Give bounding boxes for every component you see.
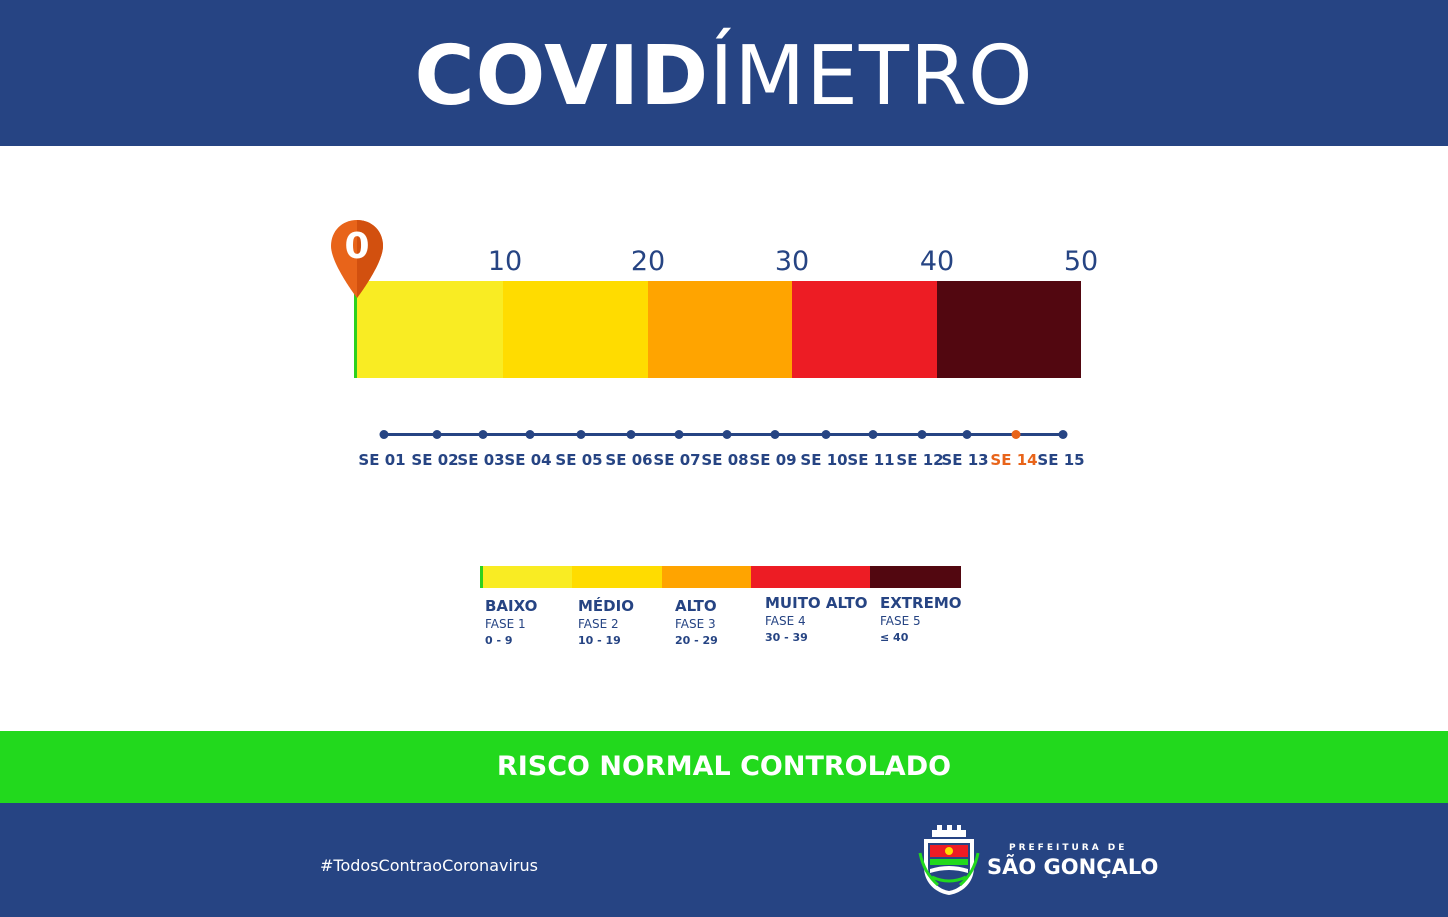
risk-meter: 10 20 30 40 50 0 SE 01 SE 02 SE 03 SE 04 SE … <box>331 220 1099 647</box>
week-label: SE 04 <box>504 451 552 469</box>
scale-label-10: 10 <box>487 246 523 277</box>
week-label: SE 03 <box>457 451 505 469</box>
legend-range: 30 - 39 <box>765 631 808 644</box>
location-pin-icon <box>331 220 383 298</box>
timeline-dot <box>770 430 780 439</box>
week-label: SE 15 <box>1037 451 1085 469</box>
timeline-dot <box>1058 430 1068 439</box>
week-label: SE 09 <box>749 451 797 469</box>
meter-segment-baixo <box>357 281 503 378</box>
legend-phase: FASE 1 <box>485 617 526 631</box>
legend-name: MÉDIO <box>578 597 634 615</box>
timeline-dot <box>962 430 972 439</box>
legend-phase: FASE 4 <box>765 614 806 628</box>
title-light: ÍMETRO <box>709 29 1034 124</box>
week-label: SE 05 <box>555 451 603 469</box>
current-value: 0 <box>344 226 370 267</box>
legend-item-alto: ALTO FASE 3 20 - 29 <box>675 597 718 649</box>
scale-label-50: 50 <box>1063 246 1099 277</box>
legend-item-baixo: BAIXO FASE 1 0 - 9 <box>485 597 537 649</box>
week-label: SE 11 <box>847 451 895 469</box>
week-label: SE 10 <box>800 451 848 469</box>
timeline-dot <box>525 430 535 439</box>
timeline-dot <box>379 430 389 439</box>
week-label-current: SE 14 <box>990 451 1038 469</box>
legend-name: BAIXO <box>485 597 538 615</box>
week-label: SE 08 <box>701 451 749 469</box>
legend-phase: FASE 3 <box>675 617 716 631</box>
legend-range: 20 - 29 <box>675 634 718 647</box>
legend-range: 0 - 9 <box>485 634 513 647</box>
timeline-dot <box>868 430 878 439</box>
timeline-dot <box>478 430 488 439</box>
legend-item-muito-alto: MUITO ALTO FASE 4 30 - 39 <box>765 594 868 646</box>
legend-item-extremo: EXTREMO FASE 5 ≤ 40 <box>880 594 962 646</box>
timeline-dot <box>432 430 442 439</box>
scale-label-40: 40 <box>919 246 955 277</box>
risk-status-text: RISCO NORMAL CONTROLADO <box>496 751 952 782</box>
timeline-dot <box>917 430 927 439</box>
meter-segment-medio <box>503 281 648 378</box>
scale-label-30: 30 <box>774 246 810 277</box>
week-label: SE 02 <box>411 451 459 469</box>
legend-phase: FASE 5 <box>880 614 921 628</box>
legend-swatch-muito-alto <box>751 566 870 588</box>
timeline-dot <box>722 430 732 439</box>
footer: #TodosContraoCoronavirus PREFEITURA DE S… <box>0 803 1448 917</box>
legend-range: 10 - 19 <box>578 634 621 647</box>
week-label: SE 07 <box>653 451 701 469</box>
legend-swatch-alto <box>662 566 751 588</box>
org-name-line1: PREFEITURA DE <box>1009 843 1128 853</box>
timeline-dot <box>626 430 636 439</box>
legend-name: MUITO ALTO <box>765 594 868 612</box>
legend-swatch-extremo <box>870 566 961 588</box>
timeline-dot <box>1011 430 1021 439</box>
title-bold: COVID <box>414 29 710 124</box>
timeline-dot <box>576 430 586 439</box>
legend-name: ALTO <box>675 597 717 615</box>
legend-swatch-baixo <box>483 566 572 588</box>
meter-segment-alto <box>648 281 792 378</box>
week-label: SE 13 <box>941 451 989 469</box>
timeline-dot <box>821 430 831 439</box>
legend-item-medio: MÉDIO FASE 2 10 - 19 <box>578 597 634 649</box>
meter-start-marker <box>354 281 357 378</box>
org-name-line2: SÃO GONÇALO <box>987 855 1159 879</box>
page-title: COVIDÍMETRO <box>0 32 1448 122</box>
legend-name: EXTREMO <box>880 594 962 612</box>
legend-swatch-medio <box>572 566 662 588</box>
legend-phase: FASE 2 <box>578 617 619 631</box>
legend-start-marker <box>480 566 483 588</box>
risk-status-banner: RISCO NORMAL CONTROLADO <box>0 731 1448 803</box>
hashtag: #TodosContraoCoronavirus <box>320 856 538 875</box>
legend-range: ≤ 40 <box>880 631 909 644</box>
timeline-dot <box>674 430 684 439</box>
meter-segment-muito-alto <box>792 281 937 378</box>
week-label: SE 01 <box>358 451 406 469</box>
week-label: SE 06 <box>605 451 653 469</box>
scale-label-20: 20 <box>630 246 666 277</box>
header-banner: COVIDÍMETRO <box>0 0 1448 146</box>
sao-goncalo-coat-of-arms-icon <box>918 825 980 895</box>
meter-segment-extremo <box>937 281 1081 378</box>
week-label: SE 12 <box>896 451 944 469</box>
